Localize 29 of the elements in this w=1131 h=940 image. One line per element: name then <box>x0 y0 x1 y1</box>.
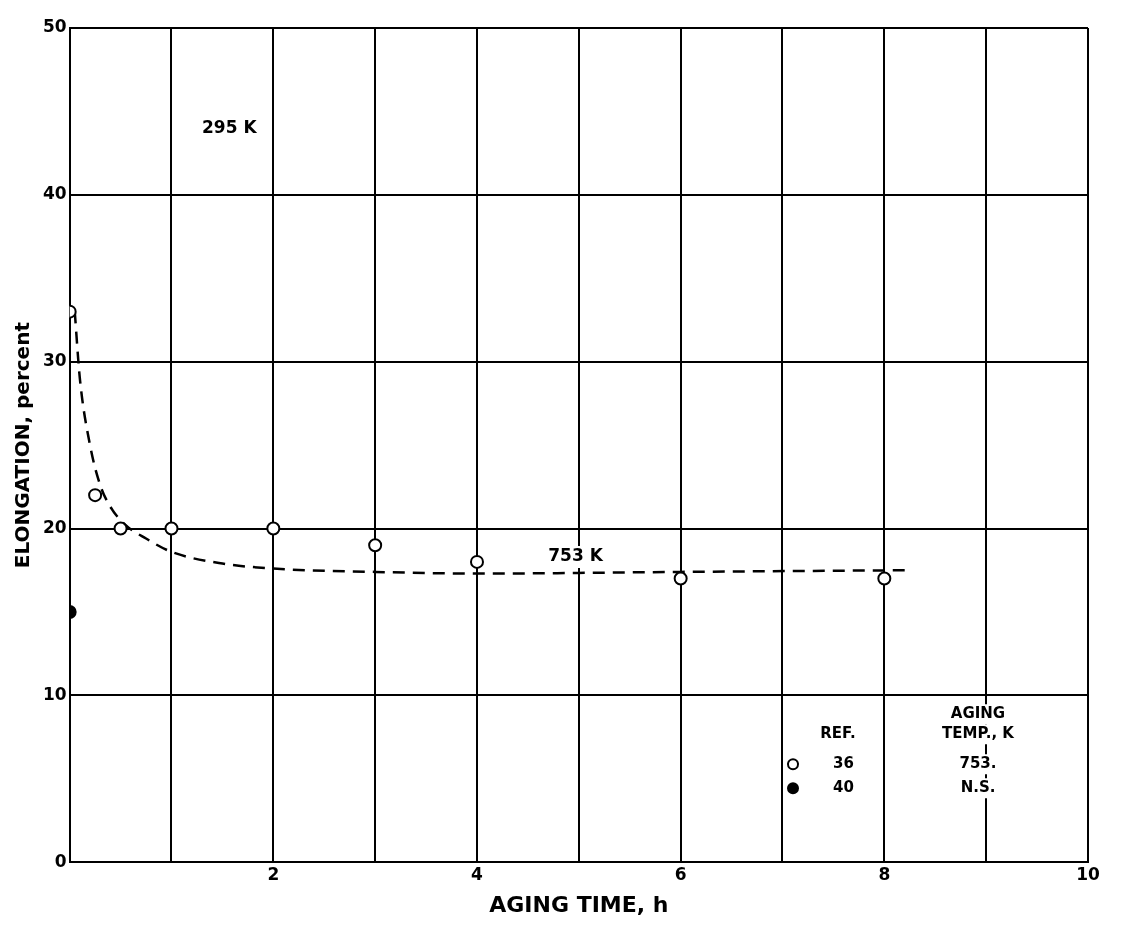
y-tick-label: 50 <box>42 16 67 37</box>
y-tick-label: 0 <box>54 850 67 871</box>
x-axis-title: AGING TIME, h <box>489 891 669 917</box>
annotation: N.S. <box>960 778 996 797</box>
y-tick-label: 30 <box>42 350 67 371</box>
annotation: 753 K <box>548 545 604 566</box>
annotation: AGING TEMP., K <box>942 704 1016 743</box>
legend-label: 36 <box>833 754 854 773</box>
y-tick-label: 10 <box>42 683 67 704</box>
point <box>877 571 892 586</box>
x-tick-label: 2 <box>267 863 280 884</box>
y-tick-label: 40 <box>42 183 67 204</box>
point <box>368 538 383 553</box>
x-tick-label: 4 <box>471 863 484 884</box>
x-tick-label: 6 <box>674 863 687 884</box>
point <box>113 521 128 536</box>
y-tick-label: 20 <box>42 516 67 537</box>
x-tick-label: 8 <box>878 863 891 884</box>
point <box>88 488 103 503</box>
point <box>164 521 179 536</box>
x-tick-label: 10 <box>1076 863 1100 884</box>
point <box>673 571 688 586</box>
annotation: 753. <box>959 754 997 773</box>
point <box>266 521 281 536</box>
y-axis-title: ELONGATION, percent <box>10 321 35 569</box>
point <box>469 554 484 569</box>
legend-label: 40 <box>833 778 854 797</box>
annotation: 295 K <box>202 116 258 137</box>
legend-title: REF. <box>820 724 856 743</box>
